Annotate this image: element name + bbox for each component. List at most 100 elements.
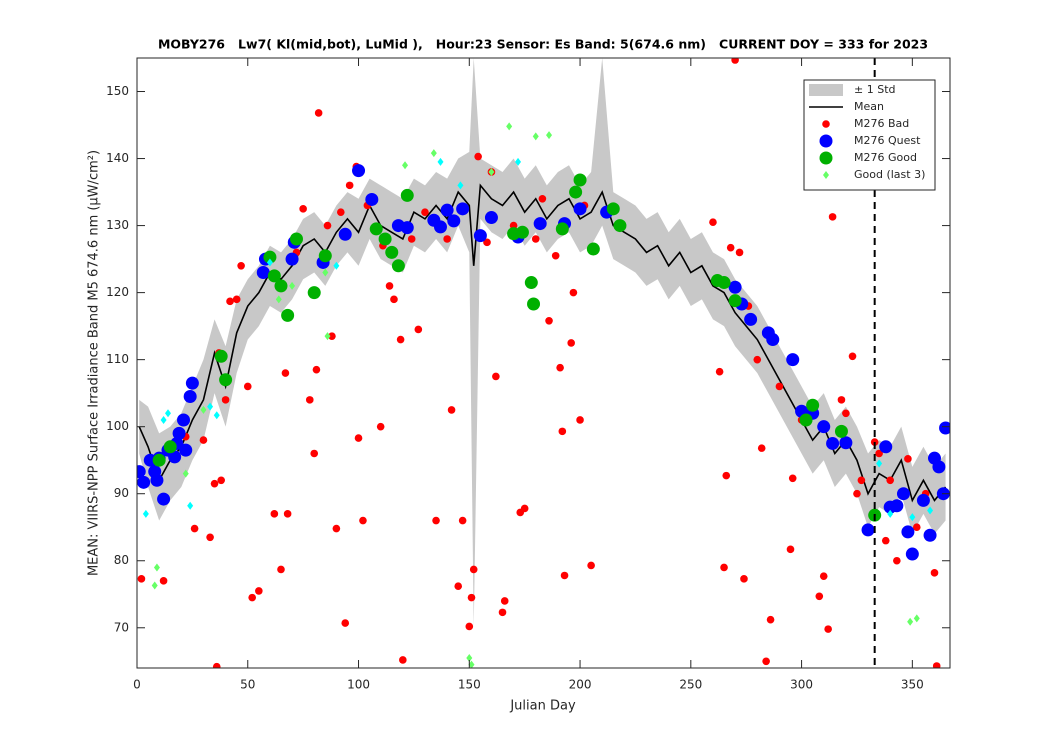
small-point	[328, 332, 336, 340]
diamond-point	[207, 402, 214, 411]
axes-layer: 0 50 100 150 200 250 300 350 70 80 90 100 110 120 130 1…	[106, 57, 951, 692]
large-point	[281, 308, 295, 322]
x-tick-label: 100	[347, 678, 370, 692]
small-point	[467, 593, 476, 602]
small-point	[210, 479, 219, 488]
small-point	[567, 339, 575, 347]
large-point	[939, 421, 950, 435]
small-point	[232, 295, 241, 304]
y-tick-label: 130	[106, 218, 129, 232]
diamond-point	[913, 614, 920, 623]
small-point	[815, 592, 824, 601]
small-point	[465, 622, 474, 631]
y-tick-label: 80	[114, 553, 129, 567]
small-point	[576, 416, 584, 424]
x-tick-label: 200	[569, 678, 592, 692]
large-point	[391, 259, 405, 273]
large-point	[352, 164, 366, 178]
legend-label: M276 Good	[854, 151, 917, 164]
small-point	[248, 593, 256, 602]
large-point	[569, 185, 583, 199]
diamond-point	[213, 411, 220, 420]
small-point	[766, 615, 775, 624]
large-point	[524, 276, 538, 290]
small-point	[432, 516, 440, 525]
small-point	[137, 575, 146, 583]
x-tick-label: 50	[240, 678, 255, 692]
small-point	[788, 474, 797, 483]
diamond-point	[165, 409, 172, 418]
large-point	[806, 398, 820, 412]
diamond-point	[266, 258, 273, 267]
large-point	[318, 249, 332, 263]
legend-swatch	[822, 120, 830, 128]
large-point	[728, 294, 742, 308]
small-point	[520, 504, 529, 513]
small-point	[857, 476, 866, 485]
small-point	[226, 297, 234, 306]
small-point	[551, 251, 560, 260]
small-point	[345, 181, 354, 190]
y-axis-label: MEAN: VIIRS-NPP Surface Irradiance Band …	[87, 150, 102, 576]
small-point	[837, 396, 846, 404]
small-point	[305, 396, 314, 404]
diamond-point	[333, 261, 340, 270]
large-point	[447, 214, 461, 228]
large-point	[185, 376, 199, 390]
small-point	[715, 367, 724, 376]
large-point	[786, 353, 800, 367]
large-point	[586, 242, 600, 256]
small-point	[243, 382, 252, 391]
y-tick-label: 140	[106, 151, 129, 165]
legend-label: ± 1 Std	[854, 83, 896, 96]
large-point	[456, 202, 470, 216]
large-point	[400, 188, 414, 202]
y-tick-label: 100	[106, 419, 129, 433]
small-point	[819, 572, 828, 580]
std-band	[139, 58, 946, 628]
large-point	[473, 229, 487, 243]
large-point	[150, 473, 164, 487]
legend-swatch	[823, 171, 829, 179]
small-point	[824, 625, 832, 633]
small-point	[212, 662, 221, 668]
large-point	[766, 333, 780, 347]
large-point	[219, 373, 233, 387]
large-point	[285, 252, 299, 266]
large-point	[613, 219, 627, 233]
legend-swatch	[809, 84, 843, 96]
small-point	[709, 218, 717, 227]
large-point	[137, 465, 146, 479]
diamond-point	[187, 501, 194, 510]
small-point	[310, 449, 319, 458]
large-point	[369, 222, 383, 236]
small-point	[786, 545, 795, 554]
small-point	[726, 243, 735, 252]
diamond-point	[532, 132, 539, 141]
diamond-point	[142, 509, 149, 518]
large-point	[932, 460, 946, 474]
small-point	[722, 471, 731, 480]
diamond-point	[876, 459, 883, 468]
small-point	[299, 205, 307, 213]
y-tick-label: 110	[106, 352, 129, 366]
small-point	[443, 235, 451, 243]
large-point	[717, 276, 731, 290]
large-point	[256, 266, 270, 280]
diamond-point	[430, 149, 437, 158]
small-point	[531, 235, 540, 243]
large-point	[157, 492, 171, 506]
small-point	[199, 436, 208, 444]
axes-box	[136, 57, 951, 669]
large-point	[817, 420, 831, 434]
diamond-point	[887, 509, 894, 518]
y-tick-label: 120	[106, 285, 129, 299]
large-point	[177, 413, 191, 427]
large-point	[905, 547, 919, 561]
large-point	[433, 220, 447, 234]
small-point	[881, 536, 890, 545]
y-tick-label: 70	[114, 620, 129, 634]
small-point	[221, 396, 230, 404]
small-point	[323, 221, 332, 230]
small-point	[341, 619, 350, 627]
